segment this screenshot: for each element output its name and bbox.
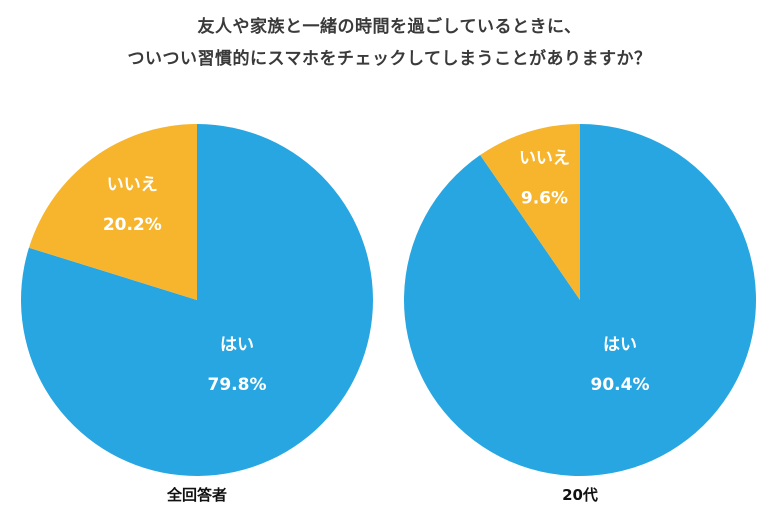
chart-title-line-1: 友人や家族と一緒の時間を過ごしているときに、 xyxy=(197,17,582,37)
slice-label-yes: はい xyxy=(603,335,637,355)
chart-caption: 全回答者 xyxy=(166,486,227,504)
chart-caption: 20代 xyxy=(562,486,598,504)
pie-chart-2: はい 90.4% いいえ 9.6% 20代 xyxy=(404,124,756,504)
slice-label-no: いいえ xyxy=(519,149,570,169)
slice-value-no: 9.6% xyxy=(521,189,568,209)
chart-title-line-2: ついつい習慣的にスマホをチェックしてしまうことがありますか？ xyxy=(127,49,652,69)
slice-value-yes: 79.8% xyxy=(208,375,267,395)
slice-label-yes: はい xyxy=(220,335,254,355)
slice-value-no: 20.2% xyxy=(103,215,162,235)
pie-chart-1: はい 79.8% いいえ 20.2% 全回答者 xyxy=(21,124,374,504)
pie-slice-no xyxy=(480,124,580,300)
slice-value-yes: 90.4% xyxy=(591,375,650,395)
pie-slice-no xyxy=(28,124,197,300)
pie-slice-yes xyxy=(21,124,374,476)
slice-label-no: いいえ xyxy=(107,175,158,195)
